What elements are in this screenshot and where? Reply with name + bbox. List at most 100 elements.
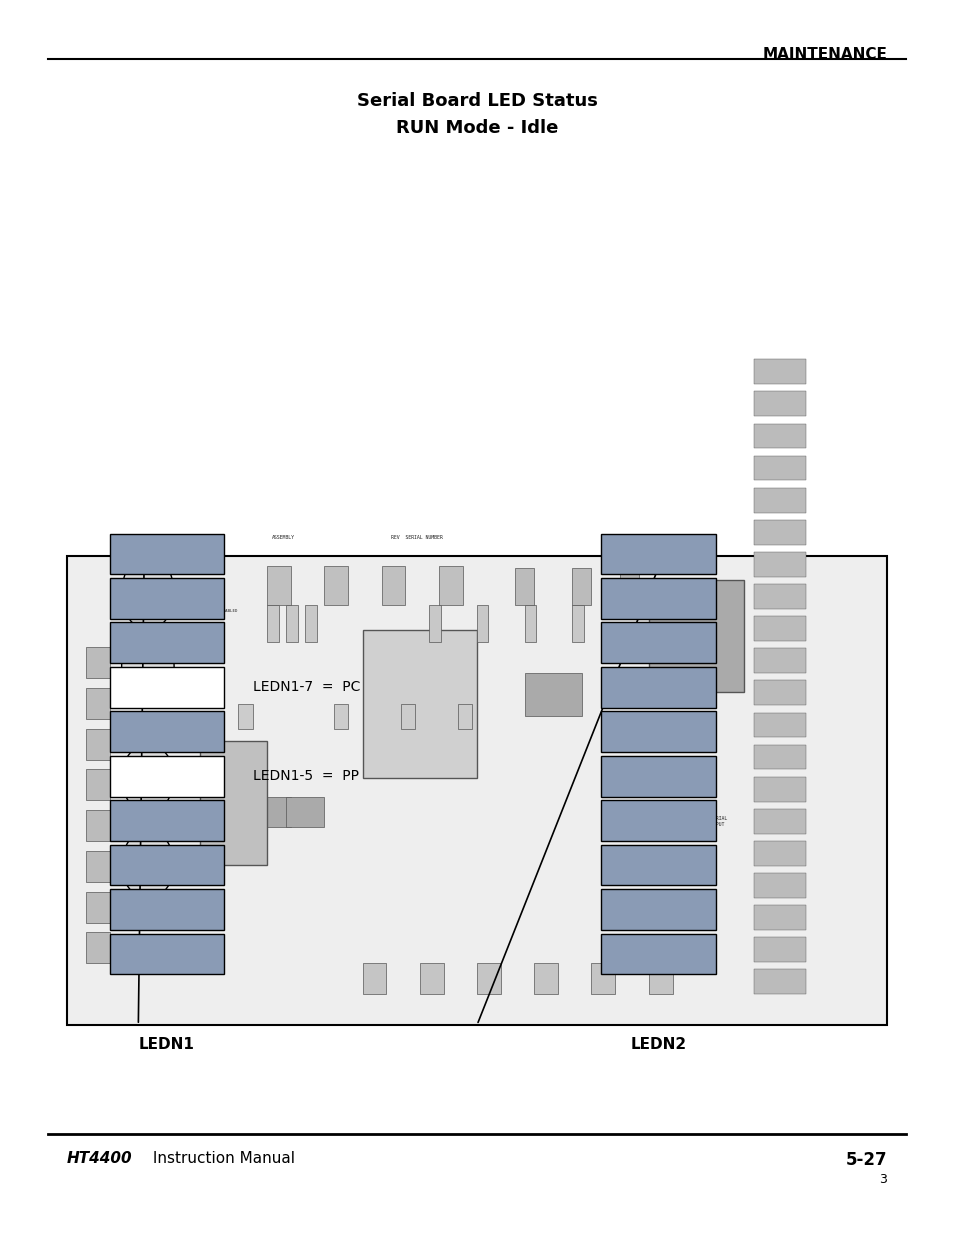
Bar: [753, 937, 805, 962]
Bar: [753, 969, 805, 994]
Ellipse shape: [121, 556, 173, 630]
Bar: [86, 729, 110, 760]
Text: HT4400: HT4400: [67, 1151, 132, 1166]
Bar: [753, 648, 805, 673]
Bar: [400, 704, 415, 729]
Bar: [524, 673, 581, 716]
Bar: [753, 745, 805, 769]
Bar: [600, 934, 715, 974]
Bar: [86, 647, 110, 678]
Bar: [86, 892, 110, 923]
Bar: [286, 605, 297, 642]
Bar: [591, 963, 615, 994]
Text: 120 VAC
OUTPUTS: 120 VAC OUTPUTS: [129, 935, 146, 942]
Bar: [438, 566, 462, 605]
Text: LEDN1: LEDN1: [139, 1037, 194, 1052]
Bar: [253, 797, 291, 827]
Bar: [619, 568, 639, 605]
Text: Instruction Manual: Instruction Manual: [148, 1151, 294, 1166]
Bar: [86, 932, 110, 963]
Bar: [600, 578, 715, 619]
Bar: [110, 800, 224, 841]
Text: LEDN2: LEDN2: [630, 1037, 685, 1052]
Bar: [600, 622, 715, 663]
Bar: [753, 777, 805, 802]
Bar: [334, 704, 348, 729]
Bar: [600, 534, 715, 574]
Text: VT POWER OK: VT POWER OK: [191, 671, 218, 676]
Bar: [110, 622, 224, 663]
Bar: [267, 605, 278, 642]
Bar: [515, 568, 534, 605]
Ellipse shape: [121, 630, 173, 704]
Text: REV  SERIAL NUMBER: REV SERIAL NUMBER: [391, 535, 442, 540]
Bar: [600, 889, 715, 930]
Bar: [286, 797, 324, 827]
Text: RUN Mode - Idle: RUN Mode - Idle: [395, 120, 558, 137]
Bar: [238, 704, 253, 729]
Text: SERIAL
INPUT: SERIAL INPUT: [710, 816, 727, 826]
Bar: [753, 713, 805, 737]
Bar: [753, 391, 805, 416]
Bar: [67, 556, 886, 1025]
Ellipse shape: [121, 831, 173, 899]
Text: 5-27: 5-27: [844, 1151, 886, 1170]
Bar: [534, 963, 558, 994]
Bar: [305, 605, 316, 642]
Bar: [457, 704, 472, 729]
Bar: [429, 605, 440, 642]
Text: SERIAL
OUTPUT: SERIAL OUTPUT: [672, 693, 689, 703]
Bar: [86, 851, 110, 882]
Bar: [110, 845, 224, 885]
Bar: [648, 963, 672, 994]
Bar: [476, 605, 488, 642]
Bar: [753, 841, 805, 866]
Bar: [753, 456, 805, 480]
Bar: [524, 605, 536, 642]
Bar: [600, 756, 715, 797]
Text: MAINTENANCE: MAINTENANCE: [761, 47, 886, 62]
Text: 3: 3: [879, 1173, 886, 1187]
Bar: [600, 667, 715, 708]
Bar: [753, 616, 805, 641]
Bar: [362, 963, 386, 994]
Bar: [110, 889, 224, 930]
Text: 12VDC
INPUTS: 12VDC INPUTS: [129, 545, 146, 555]
Text: Serial Board LED Status: Serial Board LED Status: [356, 93, 597, 110]
Bar: [600, 711, 715, 752]
Bar: [110, 934, 224, 974]
Bar: [753, 424, 805, 448]
Bar: [362, 630, 476, 778]
Bar: [110, 578, 224, 619]
Bar: [753, 488, 805, 513]
Bar: [753, 905, 805, 930]
Bar: [324, 566, 348, 605]
Bar: [753, 809, 805, 834]
Bar: [110, 711, 224, 752]
Text: OUTPUTS ENABLED: OUTPUTS ENABLED: [200, 609, 237, 614]
Bar: [753, 359, 805, 384]
Bar: [110, 534, 224, 574]
Bar: [86, 810, 110, 841]
Bar: [572, 605, 583, 642]
Bar: [648, 580, 743, 692]
Bar: [753, 520, 805, 545]
Bar: [600, 845, 715, 885]
Bar: [381, 566, 405, 605]
Bar: [476, 963, 500, 994]
Bar: [753, 552, 805, 577]
Bar: [200, 741, 267, 864]
Bar: [267, 566, 291, 605]
Text: LEDN1-5  =  PP: LEDN1-5 = PP: [253, 769, 358, 783]
Bar: [572, 568, 591, 605]
Bar: [419, 963, 443, 994]
Bar: [753, 873, 805, 898]
Bar: [600, 800, 715, 841]
Text: ASSEMBLY: ASSEMBLY: [272, 535, 294, 540]
Bar: [753, 584, 805, 609]
Bar: [86, 688, 110, 719]
Bar: [110, 667, 224, 708]
Bar: [86, 769, 110, 800]
Bar: [110, 756, 224, 797]
Bar: [753, 680, 805, 705]
